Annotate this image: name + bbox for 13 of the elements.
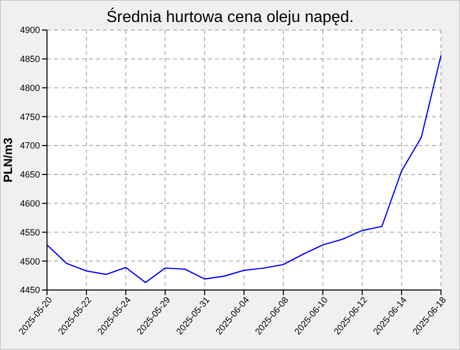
y-tick-label: 4700 [20, 140, 40, 151]
chart-title: Średnia hurtowa cena oleju napęd. [106, 7, 354, 26]
y-tick-label: 4550 [20, 227, 40, 238]
line-series [46, 54, 442, 284]
y-tick-label: 4650 [20, 170, 40, 180]
y-tick-label: 4800 [20, 82, 40, 93]
y-tick-label: 4750 [20, 112, 40, 122]
y-axis-title: PLN/m3 [1, 137, 15, 182]
y-tick-label: 4850 [20, 54, 40, 64]
y-tick-label: 4900 [20, 25, 40, 36]
y-tick-label: 4450 [20, 285, 40, 296]
y-tick-label: 4600 [20, 198, 40, 208]
y-tick-label: 4500 [20, 256, 40, 266]
